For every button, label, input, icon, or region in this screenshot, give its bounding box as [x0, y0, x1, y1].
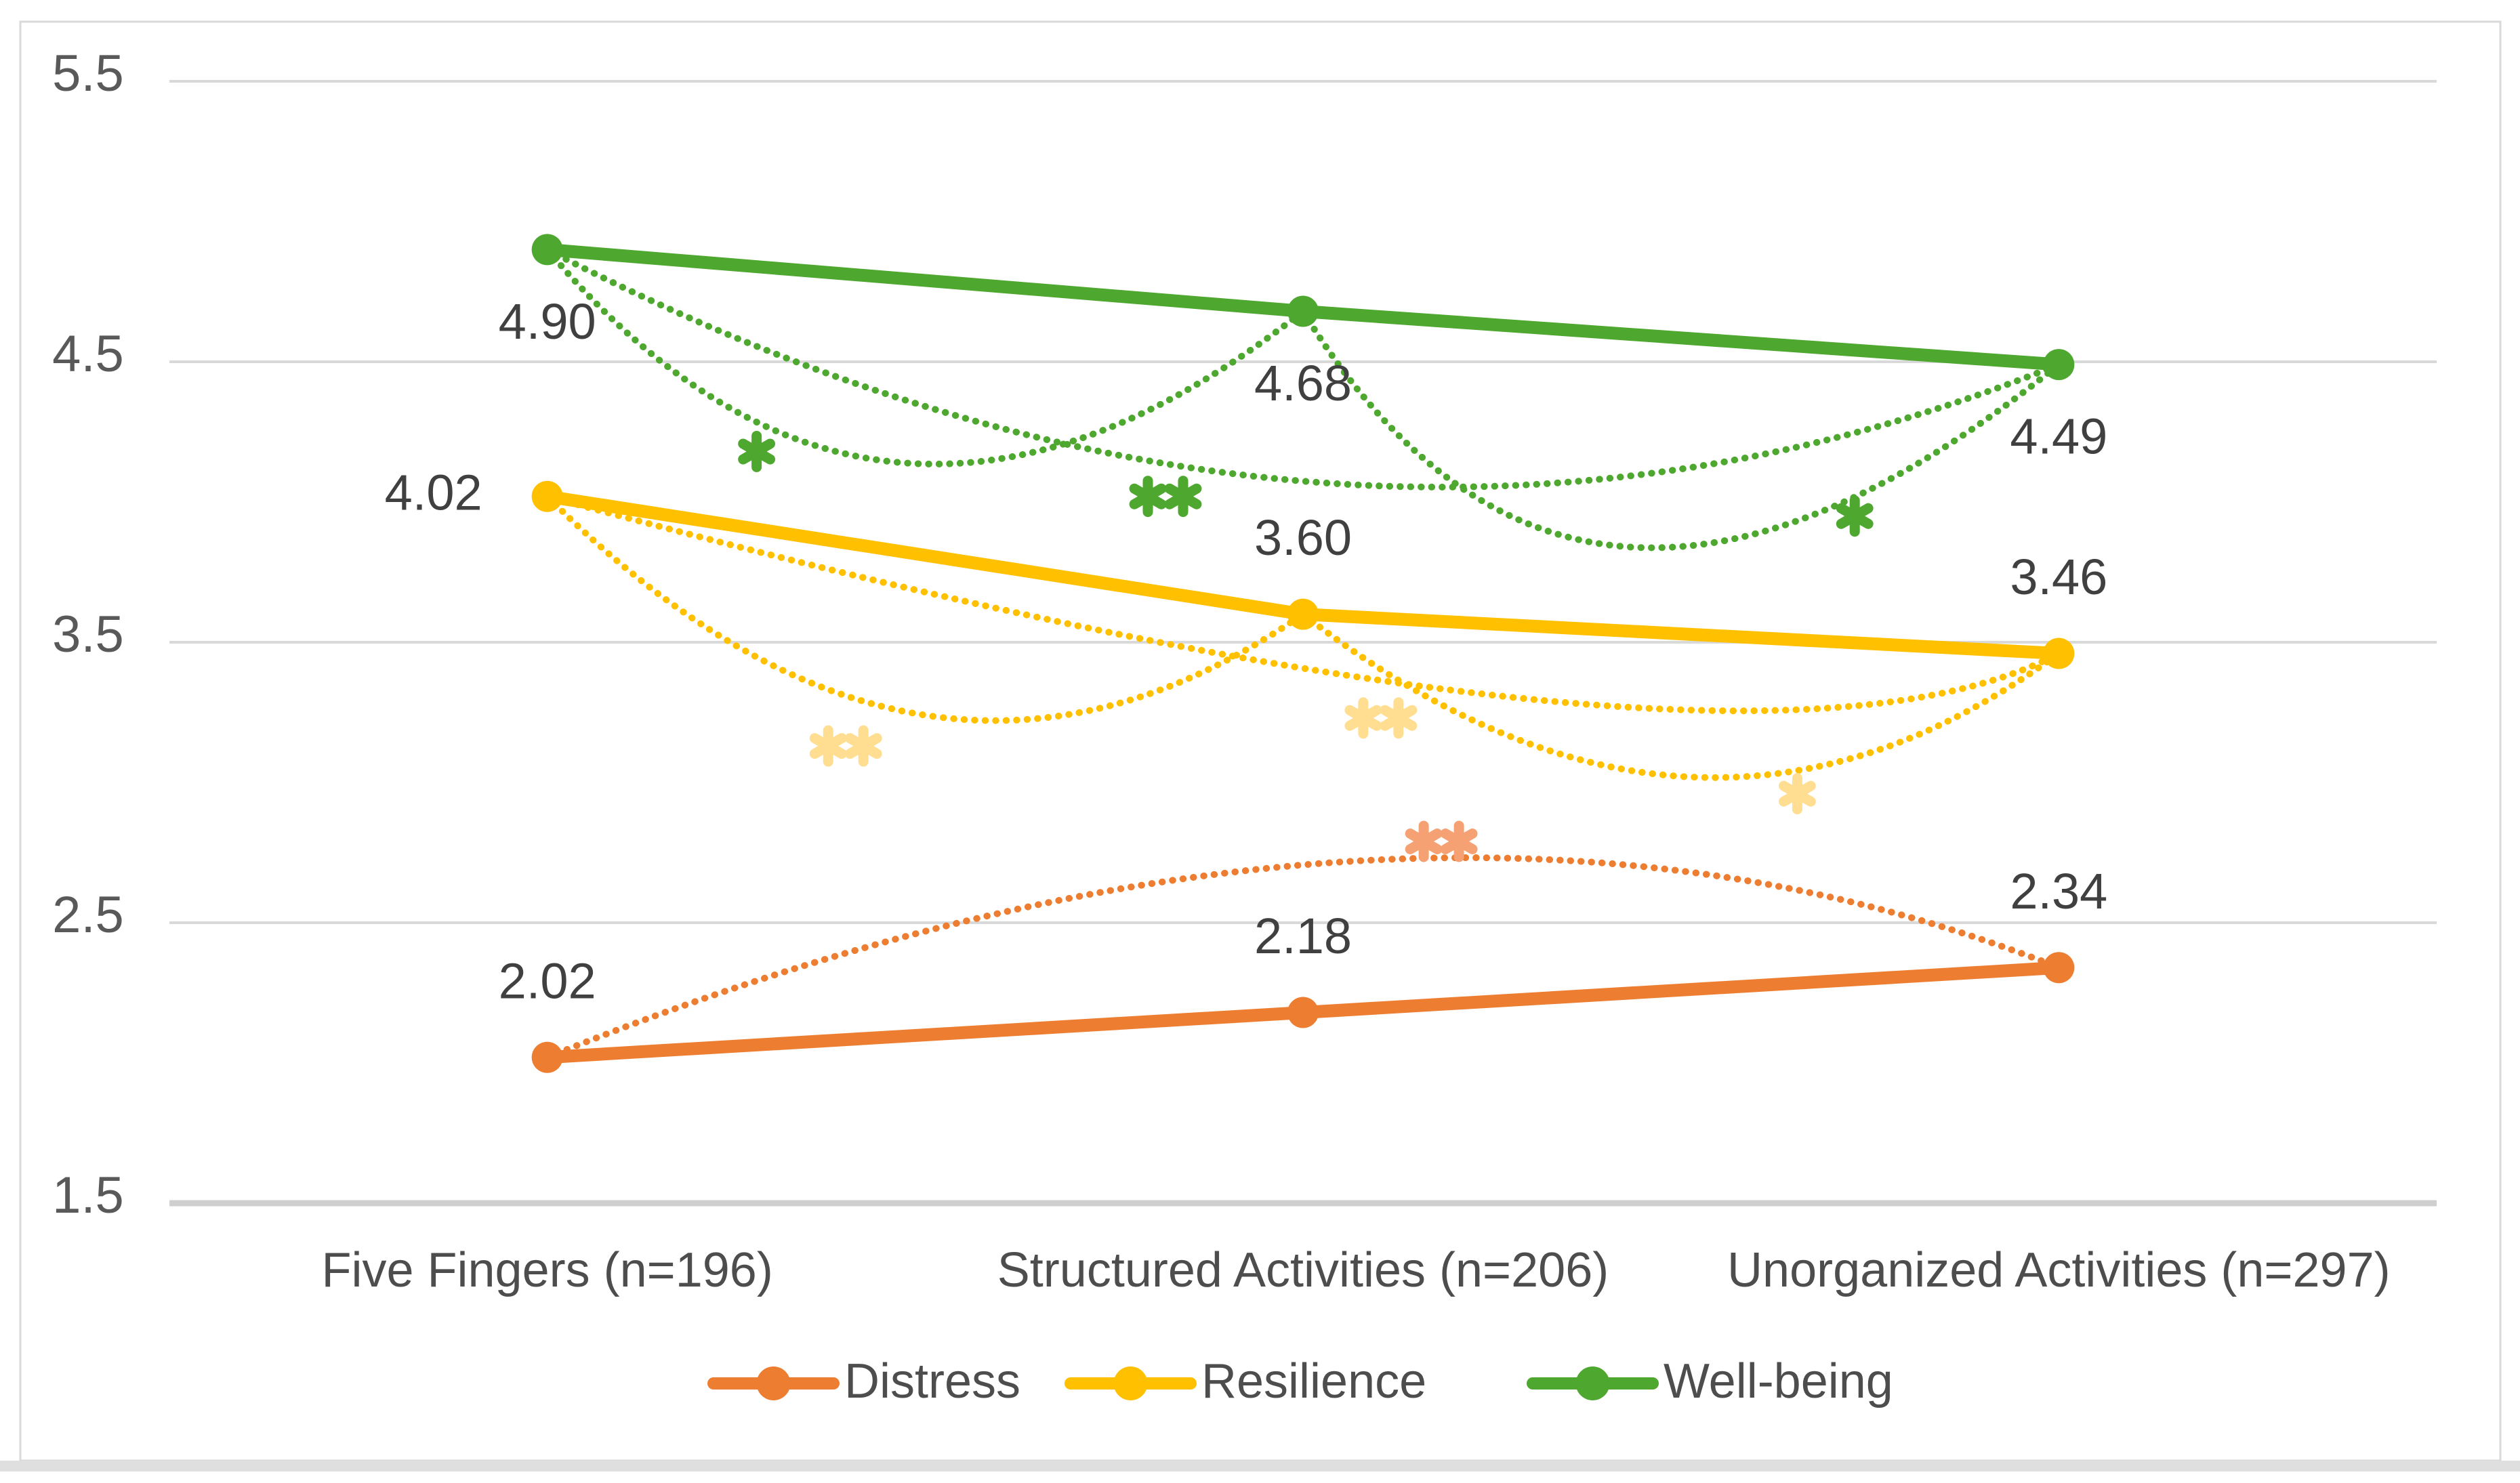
significance-star-spoke — [1129, 483, 1167, 509]
comparison-arc — [1300, 610, 2063, 781]
comparison-arc — [1300, 308, 2063, 551]
legend-marker-dot — [1575, 1366, 1610, 1400]
data-value-label: 2.02 — [499, 953, 596, 1009]
significance-star-spoke — [844, 733, 882, 759]
x-category-label: Five Fingers (n=196) — [322, 1243, 773, 1297]
data-value-label: 3.46 — [2010, 549, 2107, 605]
significance-star-spoke — [1344, 705, 1382, 731]
significance-star-spoke — [1836, 503, 1874, 529]
data-point-marker — [531, 1041, 563, 1073]
data-point-marker — [1287, 295, 1319, 327]
data-value-label: 2.34 — [2010, 863, 2107, 919]
significance-star-spoke — [1405, 828, 1443, 854]
x-category-label: Unorganized Activities (n=297) — [1727, 1243, 2391, 1297]
comparison-arc — [543, 493, 1306, 724]
legend-marker-dot — [1113, 1366, 1148, 1400]
comparison-arc — [543, 246, 2063, 490]
legend-label: Resilience — [1201, 1354, 1426, 1408]
bottom-edge-bar — [0, 1461, 2520, 1471]
comparison-arc — [543, 493, 2063, 715]
legend-marker-dot — [756, 1366, 791, 1400]
y-tick-label: 2.5 — [52, 886, 124, 944]
data-point-marker — [531, 234, 563, 266]
data-point-marker — [2043, 349, 2075, 381]
data-value-label: 4.90 — [499, 293, 596, 350]
significance-star-spoke — [1380, 705, 1418, 731]
comparison-arc — [543, 854, 2063, 1061]
data-point-marker — [1287, 997, 1319, 1028]
data-value-label: 2.18 — [1254, 908, 1352, 964]
data-value-label: 4.68 — [1254, 355, 1352, 411]
y-tick-label: 3.5 — [52, 606, 124, 663]
x-category-label: Structured Activities (n=206) — [997, 1243, 1609, 1297]
y-tick-label: 5.5 — [52, 45, 124, 102]
comparison-arc — [543, 246, 1306, 467]
significance-star-spoke — [1164, 483, 1202, 509]
legend-label: Distress — [844, 1354, 1020, 1408]
data-point-marker — [2043, 638, 2075, 669]
significance-star-spoke — [738, 438, 776, 465]
data-value-label: 4.02 — [385, 464, 482, 520]
significance-star-spoke — [809, 733, 847, 759]
data-point-marker — [531, 480, 563, 512]
data-point-marker — [1287, 598, 1319, 630]
significance-star-spoke — [1779, 780, 1816, 807]
significance-star-spoke — [1440, 828, 1478, 854]
y-tick-label: 4.5 — [52, 325, 124, 383]
data-point-marker — [2043, 952, 2075, 984]
legend-label: Well-being — [1664, 1354, 1893, 1408]
data-value-label: 3.60 — [1254, 509, 1352, 566]
y-tick-label: 1.5 — [52, 1167, 124, 1224]
data-value-label: 4.49 — [2010, 409, 2107, 465]
